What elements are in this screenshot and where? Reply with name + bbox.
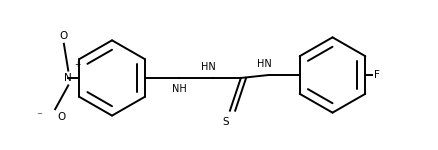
Text: S: S bbox=[222, 117, 229, 127]
Text: HN: HN bbox=[257, 59, 272, 69]
Text: O: O bbox=[60, 31, 68, 41]
Text: N: N bbox=[64, 73, 72, 83]
Text: NH: NH bbox=[172, 84, 186, 94]
Text: O: O bbox=[57, 112, 66, 122]
Text: +: + bbox=[74, 60, 81, 69]
Text: F: F bbox=[374, 70, 380, 80]
Text: HN: HN bbox=[201, 62, 216, 72]
Text: ⁻: ⁻ bbox=[36, 112, 42, 122]
